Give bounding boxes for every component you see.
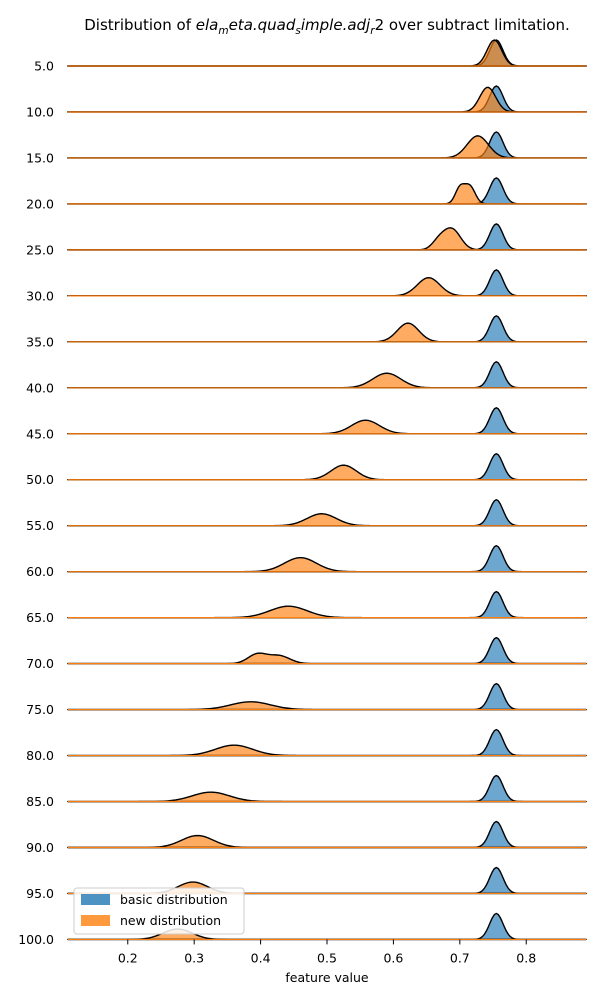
ridge-row bbox=[67, 85, 587, 113]
ridge-row bbox=[67, 223, 587, 251]
x-tick-label: 0.7 bbox=[450, 950, 470, 965]
ridge-row bbox=[67, 39, 587, 67]
legend-label-new: new distribution bbox=[120, 913, 221, 928]
ridge-row bbox=[67, 682, 587, 711]
y-tick-label: 10.0 bbox=[26, 104, 54, 119]
y-tick-label: 25.0 bbox=[26, 242, 54, 257]
title-suffix: over subtract limitation. bbox=[384, 16, 570, 34]
ridge-basic-distribution bbox=[67, 590, 587, 619]
x-axis: 0.2 0.3 0.4 0.5 0.6 0.7 0.8 bbox=[118, 939, 536, 965]
y-tick-label: 75.0 bbox=[26, 702, 54, 717]
title-prefix: Distribution of bbox=[84, 16, 196, 34]
y-tick-label: 70.0 bbox=[26, 656, 54, 671]
x-tick-label: 0.2 bbox=[118, 950, 138, 965]
legend-swatch-basic bbox=[81, 894, 110, 905]
ridge-row bbox=[67, 590, 587, 619]
ridge-basic-distribution bbox=[67, 682, 587, 711]
ridge-basic-distribution bbox=[67, 407, 587, 435]
legend-box bbox=[73, 887, 245, 935]
title-var-part: eta.quad bbox=[229, 16, 296, 34]
x-tick-label: 0.5 bbox=[317, 950, 337, 965]
y-tick-labels: 5.0 10.0 15.0 20.0 25.0 30.0 35.0 40.0 45.0 50.0 5… bbox=[18, 59, 54, 947]
ridge-basic-distribution bbox=[67, 177, 587, 205]
x-tick-label: 0.4 bbox=[251, 950, 271, 965]
title-var-part: 2 bbox=[375, 16, 385, 34]
y-tick-label: 55.0 bbox=[26, 518, 54, 533]
y-tick-label: 95.0 bbox=[26, 886, 54, 901]
x-tick-label: 0.3 bbox=[184, 950, 204, 965]
y-tick-label: 60.0 bbox=[26, 564, 54, 579]
ridge-basic-distribution bbox=[67, 728, 587, 757]
title-var-sub: s bbox=[295, 25, 301, 37]
ridge-row bbox=[67, 407, 587, 435]
x-tick-label: 0.6 bbox=[383, 950, 403, 965]
y-tick-label: 30.0 bbox=[26, 288, 54, 303]
ridge-basic-distribution bbox=[67, 361, 587, 389]
title-var-part: imple.adj bbox=[301, 16, 371, 34]
ridge-basic-distribution bbox=[67, 636, 587, 665]
ridge-row bbox=[67, 774, 587, 803]
ridge-row bbox=[67, 499, 587, 527]
y-tick-label: 5.0 bbox=[34, 59, 54, 74]
ridge-row bbox=[67, 177, 587, 205]
ridge-row bbox=[67, 315, 587, 343]
title-var-sub: r bbox=[370, 25, 375, 37]
ridge-row bbox=[67, 453, 587, 481]
ridge-basic-distribution bbox=[67, 85, 587, 113]
y-tick-label: 65.0 bbox=[26, 610, 54, 625]
ridge-basic-distribution bbox=[67, 820, 587, 849]
ridge-row bbox=[67, 131, 587, 159]
y-tick-label: 50.0 bbox=[26, 472, 54, 487]
ridge-row bbox=[67, 912, 587, 941]
y-tick-label: 15.0 bbox=[26, 150, 54, 165]
ridge-new-distribution bbox=[67, 39, 587, 67]
y-tick-label: 20.0 bbox=[26, 196, 54, 211]
ridge-row bbox=[67, 544, 587, 573]
ridge-basic-distribution bbox=[67, 315, 587, 343]
chart-title: Distribution of elameta.quadsimple.adjr2… bbox=[84, 16, 570, 37]
legend: basic distribution new distribution bbox=[73, 887, 245, 935]
y-tick-label: 80.0 bbox=[26, 748, 54, 763]
ridge-row bbox=[67, 728, 587, 757]
ridge-basic-distribution bbox=[67, 774, 587, 803]
ridge-row bbox=[67, 269, 587, 297]
y-tick-label: 35.0 bbox=[26, 334, 54, 349]
ridge-basic-distribution bbox=[67, 223, 587, 251]
x-tick-label: 0.8 bbox=[516, 950, 536, 965]
x-axis-label: feature value bbox=[285, 970, 369, 985]
y-tick-label: 45.0 bbox=[26, 426, 54, 441]
ridges bbox=[67, 39, 587, 941]
title-var-sub: m bbox=[218, 25, 228, 37]
legend-label-basic: basic distribution bbox=[120, 892, 228, 907]
title-var-part: ela bbox=[196, 16, 219, 34]
y-tick-label: 40.0 bbox=[26, 380, 54, 395]
ridge-row bbox=[67, 636, 587, 665]
y-tick-label: 85.0 bbox=[26, 794, 54, 809]
ridge-basic-distribution bbox=[67, 269, 587, 297]
ridge-row bbox=[67, 820, 587, 849]
ridge-row bbox=[67, 361, 587, 389]
y-tick-label: 90.0 bbox=[26, 840, 54, 855]
y-tick-label: 100.0 bbox=[18, 932, 54, 947]
legend-swatch-new bbox=[81, 915, 110, 926]
ridge-basic-distribution bbox=[67, 131, 587, 159]
